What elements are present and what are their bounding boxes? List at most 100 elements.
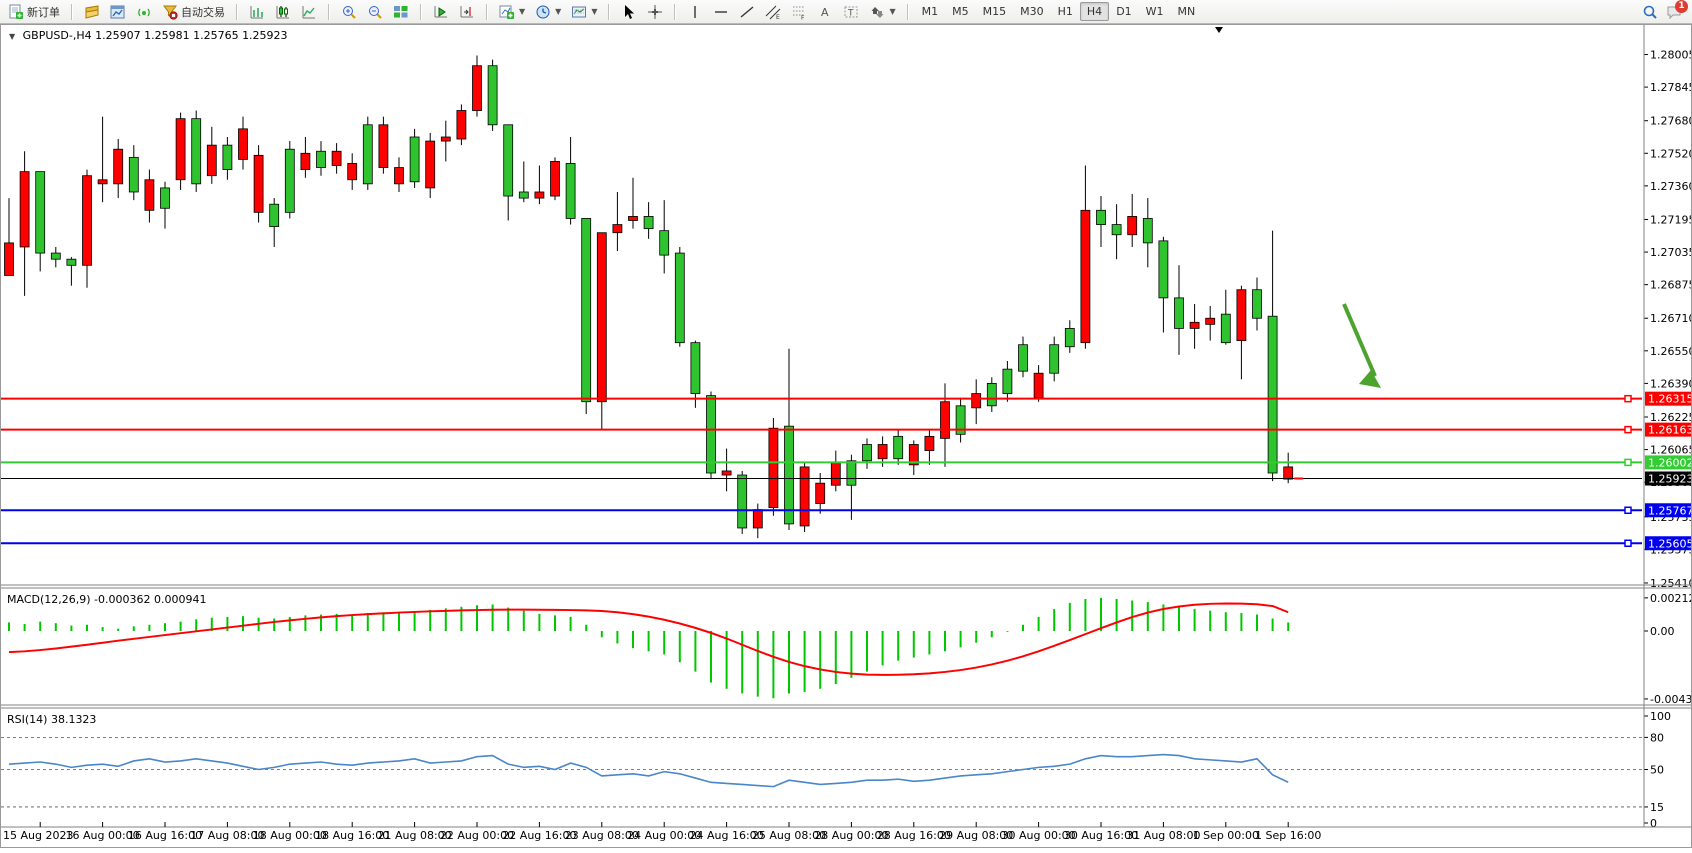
arrows-icon xyxy=(869,4,885,20)
auto-scroll-button[interactable] xyxy=(428,2,454,22)
candle xyxy=(378,116,389,174)
svg-text:1.26163: 1.26163 xyxy=(1648,424,1691,437)
timeframe-m15-button[interactable]: M15 xyxy=(982,5,1007,18)
auto-trading-icon xyxy=(162,4,178,20)
time-tick-label: 16 Aug 16:00 xyxy=(128,829,202,842)
candle xyxy=(815,473,826,514)
new-order-label: 新订单 xyxy=(27,5,60,19)
price-tick-label: 1.28005 xyxy=(1650,49,1691,62)
time-tick-label: 22 Aug 16:00 xyxy=(502,829,576,842)
equidistant-channel-icon: E xyxy=(765,4,781,21)
candle xyxy=(222,137,233,180)
level-anchor[interactable] xyxy=(1624,394,1632,403)
price-badge-1.25923: 1.25923 xyxy=(1645,471,1691,486)
timeframe-m30-button[interactable]: M30 xyxy=(1020,5,1044,18)
time-tick-label: 29 Aug 08:00 xyxy=(939,829,1013,842)
chat-icon[interactable]: 1 xyxy=(1666,0,1688,20)
candle xyxy=(206,126,217,184)
rsi-tick-label: 50 xyxy=(1650,764,1664,777)
time-tick-label: 16 Aug 00:00 xyxy=(66,829,140,842)
templates-button[interactable]: ▼ xyxy=(566,2,602,22)
svg-text:A: A xyxy=(821,6,829,19)
auto-trading-label: 自动交易 xyxy=(181,5,225,19)
toolbar-separator xyxy=(328,3,330,20)
price-tick-label: 1.26550 xyxy=(1650,345,1691,358)
candle xyxy=(409,128,420,188)
svg-text:1.25605: 1.25605 xyxy=(1648,537,1691,550)
new-order-button[interactable]: 新订单 xyxy=(3,2,65,22)
level-anchor[interactable] xyxy=(1624,425,1632,434)
candle xyxy=(799,462,810,533)
price-badge-1.26315: 1.26315 xyxy=(1645,391,1691,406)
dropdown-caret-icon: ▼ xyxy=(591,7,598,16)
chart-shift-icon xyxy=(459,4,475,20)
annotation-arrow[interactable] xyxy=(1342,303,1377,377)
annotation-arrow-head[interactable] xyxy=(1359,370,1381,388)
candle xyxy=(924,430,935,465)
crosshair-button[interactable] xyxy=(642,2,668,22)
candle xyxy=(1002,361,1013,402)
rsi-tick-label: 15 xyxy=(1650,801,1664,814)
trendline-button[interactable] xyxy=(734,2,760,22)
timeframe-m5-button[interactable]: M5 xyxy=(952,5,969,18)
candlestick-chart-button[interactable] xyxy=(270,2,296,22)
level-anchor[interactable] xyxy=(1624,506,1632,515)
candle xyxy=(4,198,14,276)
auto-trading-button[interactable]: 自动交易 xyxy=(157,2,230,22)
time-tick-label: 30 Aug 00:00 xyxy=(1002,829,1076,842)
zoom-out-button[interactable] xyxy=(362,2,388,22)
text-label-button[interactable]: T xyxy=(838,2,864,22)
chart-canvas[interactable]: 1.28005 1.27845 1.27680 1.27520 1.27360 1.271… xyxy=(1,25,1691,847)
chart-window-button[interactable] xyxy=(105,2,131,22)
time-tick-label: 30 Aug 16:00 xyxy=(1064,829,1138,842)
level-anchor[interactable] xyxy=(1624,539,1632,548)
indicators-button[interactable]: ▼ xyxy=(494,2,530,22)
timeframe-w1-button[interactable]: W1 xyxy=(1145,5,1164,18)
level-anchor[interactable] xyxy=(1624,458,1632,467)
tile-windows-button[interactable] xyxy=(388,2,414,22)
candle xyxy=(908,440,919,476)
templates-icon xyxy=(571,4,587,20)
macd-tick-label: -0.004348 xyxy=(1650,693,1691,706)
market-watch-button[interactable] xyxy=(79,2,105,22)
svg-text:F: F xyxy=(801,14,805,20)
time-tick-label: 15 Aug 2023 xyxy=(3,829,73,842)
cursor-button[interactable] xyxy=(616,2,642,22)
rsi-line xyxy=(8,753,1289,788)
equidistant-channel-button[interactable]: E xyxy=(760,2,786,22)
text-button[interactable]: A xyxy=(812,2,838,22)
zoom-in-button[interactable] xyxy=(336,2,362,22)
periods-button[interactable]: ▼ xyxy=(530,2,566,22)
timeframe-h4-button[interactable]: H4 xyxy=(1079,2,1110,21)
candle xyxy=(456,104,467,146)
signals-button[interactable] xyxy=(131,2,157,22)
candle xyxy=(1252,277,1262,331)
vertical-line-button[interactable] xyxy=(682,2,708,22)
price-badge-1.26163: 1.26163 xyxy=(1645,422,1691,437)
timeframe-mn-button[interactable]: MN xyxy=(1177,5,1196,18)
chart-shift-marker[interactable] xyxy=(1215,27,1223,33)
search-icon[interactable] xyxy=(1642,4,1658,20)
time-tick-label: 18 Aug 16:00 xyxy=(315,829,389,842)
chart-shift-button[interactable] xyxy=(454,2,480,22)
arrows-button[interactable]: ▼ xyxy=(864,2,900,22)
candle xyxy=(1049,336,1060,382)
timeframe-h1-button[interactable]: H1 xyxy=(1057,5,1073,18)
candle xyxy=(550,157,560,201)
candle xyxy=(1142,198,1153,268)
timeframe-d1-button[interactable]: D1 xyxy=(1116,5,1132,18)
horizontal-line-button[interactable] xyxy=(708,2,734,22)
line-chart-button[interactable] xyxy=(296,2,322,22)
candle xyxy=(612,191,623,252)
trendline-icon xyxy=(739,4,755,20)
candle xyxy=(706,391,716,480)
macd-tick-label: 0.002121 xyxy=(1650,592,1691,605)
svg-text:T: T xyxy=(847,8,854,18)
bar-chart-button[interactable] xyxy=(244,2,270,22)
price-axis[interactable]: 1.28005 1.27845 1.27680 1.27520 1.27360 1.271… xyxy=(1644,49,1691,830)
fibonacci-button[interactable]: F xyxy=(786,2,812,22)
timeframe-m1-button[interactable]: M1 xyxy=(921,5,939,18)
price-tick-label: 1.25410 xyxy=(1650,577,1691,590)
one-click-trading-arrow-icon[interactable]: ▼ xyxy=(9,32,16,41)
